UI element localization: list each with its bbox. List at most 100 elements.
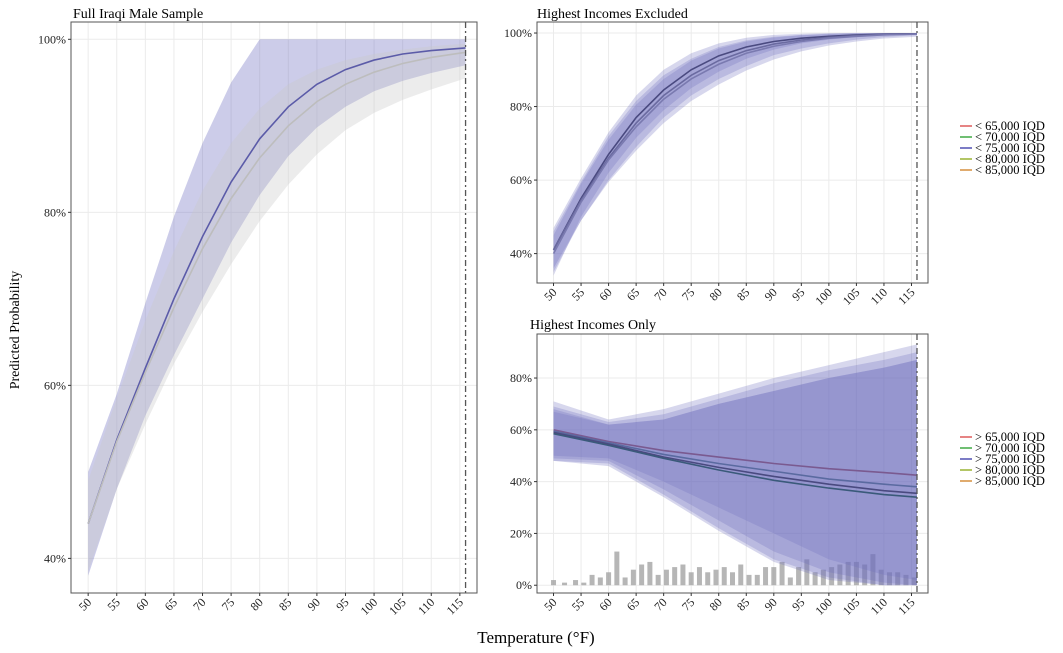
panel-full-sample: 40% 60% 80% 100% 50 55 60 65 70 75 80 85 90 95 100 105 1… <box>38 21 478 618</box>
histogram-bar <box>862 564 868 586</box>
x-tick-label: 70 <box>651 595 669 613</box>
histogram-bar <box>630 569 636 586</box>
legend-label: > 85,000 IQD <box>975 474 1045 488</box>
x-tick-label: 115 <box>444 595 466 617</box>
legend-only: > 65,000 IQD> 70,000 IQD> 75,000 IQD> 80… <box>960 430 1045 488</box>
confidence-band <box>553 33 917 269</box>
legend-label: < 65,000 IQD <box>975 119 1045 133</box>
x-tick-label: 75 <box>679 285 697 303</box>
x-tick-label: 65 <box>624 285 642 303</box>
y-tick-label: 40% <box>510 475 532 489</box>
x-tick-label: 55 <box>569 285 587 303</box>
histogram-bar <box>754 574 760 586</box>
histogram-bar <box>581 582 587 586</box>
panel-only-title: Highest Incomes Only <box>530 318 656 333</box>
histogram-bar <box>804 559 810 586</box>
histogram-bar <box>562 582 568 586</box>
x-tick-label: 50 <box>541 285 559 303</box>
y-tick-label: 60% <box>510 423 532 437</box>
confidence-band <box>88 39 466 576</box>
x-tick-label: 65 <box>162 595 180 613</box>
histogram-bar <box>820 569 826 586</box>
series-line <box>87 51 466 525</box>
x-tick-label: 100 <box>358 595 381 618</box>
x-tick-label: 95 <box>789 595 807 613</box>
histogram-bar <box>713 569 719 586</box>
legend-label: < 70,000 IQD <box>975 130 1045 144</box>
x-tick-label: 60 <box>133 595 151 613</box>
x-tick-label: 80 <box>247 595 265 613</box>
x-tick-label: 75 <box>219 595 237 613</box>
x-tick-label: 110 <box>415 595 437 617</box>
histogram-bar <box>688 572 694 586</box>
series-line <box>553 431 918 495</box>
histogram-bar <box>738 564 744 586</box>
histogram-bar <box>696 567 702 586</box>
x-tick-label: 70 <box>651 285 669 303</box>
x-tick-label: 115 <box>895 285 917 307</box>
panel-border <box>536 333 929 594</box>
x-tick-label: 90 <box>305 595 323 613</box>
x-tick-label: 65 <box>624 595 642 613</box>
x-tick-label: 80 <box>706 285 724 303</box>
panel-border <box>536 21 929 284</box>
x-tick-label: 50 <box>541 595 559 613</box>
x-tick-label: 90 <box>762 595 780 613</box>
histogram-bar <box>796 567 802 586</box>
histogram-bar <box>606 572 612 586</box>
histogram-bar <box>787 577 793 586</box>
y-tick-label: 80% <box>44 205 66 219</box>
histogram-bar <box>903 574 909 586</box>
series-line <box>553 432 918 498</box>
histogram-bar <box>845 561 851 586</box>
histogram-bar <box>655 574 661 586</box>
histogram-bar <box>639 564 645 586</box>
panel-highest-incomes-excluded: 40%60%80%100%50 55 60 65 70 75 80 85 90 95 100 105 1… <box>504 21 929 308</box>
histogram-bar <box>705 572 711 586</box>
histogram-bar <box>597 577 603 586</box>
x-tick-label: 90 <box>762 285 780 303</box>
x-tick-label: 80 <box>706 595 724 613</box>
legend-excluded: < 65,000 IQD< 70,000 IQD< 75,000 IQD< 80… <box>960 119 1045 177</box>
x-tick-label: 85 <box>734 595 752 613</box>
histogram-bar <box>829 567 835 586</box>
legend-label: > 75,000 IQD <box>975 452 1045 466</box>
y-tick-label: 60% <box>510 173 532 187</box>
histogram-bar <box>663 569 669 586</box>
x-tick-label: 95 <box>333 595 351 613</box>
x-tick-label: 75 <box>679 595 697 613</box>
histogram-bar <box>763 567 769 586</box>
x-tick-label: 50 <box>76 595 94 613</box>
y-tick-label: 60% <box>44 378 66 392</box>
y-tick-label: 80% <box>510 371 532 385</box>
x-tick-label: 105 <box>840 285 863 308</box>
y-axis-label: Predicted Probability <box>8 271 23 390</box>
histogram-bar <box>878 569 884 586</box>
confidence-band <box>553 33 917 272</box>
x-tick-label: 55 <box>104 595 122 613</box>
series-line <box>553 430 918 488</box>
histogram-bar <box>614 551 620 586</box>
histogram-bar <box>647 561 653 586</box>
legend-label: > 70,000 IQD <box>975 441 1045 455</box>
histogram-bar <box>771 567 777 586</box>
x-tick-label: 105 <box>840 595 863 618</box>
histogram-bar <box>730 572 735 586</box>
histogram-bar <box>589 574 595 586</box>
histogram-bar <box>895 572 901 586</box>
x-tick-label: 115 <box>895 595 917 617</box>
y-tick-label: 100% <box>38 32 66 46</box>
histogram-bar <box>746 574 752 586</box>
series-line <box>552 33 918 254</box>
y-tick-label: 40% <box>510 247 532 261</box>
x-tick-label: 60 <box>596 285 614 303</box>
x-tick-label: 100 <box>812 595 835 618</box>
panel-excluded-title: Highest Incomes Excluded <box>537 7 688 22</box>
y-tick-label: 80% <box>510 100 532 114</box>
panel-border <box>70 21 478 594</box>
histogram-bar <box>672 567 678 586</box>
histogram-bar <box>551 580 557 586</box>
x-tick-label: 60 <box>596 595 614 613</box>
y-tick-label: 0% <box>516 578 532 592</box>
